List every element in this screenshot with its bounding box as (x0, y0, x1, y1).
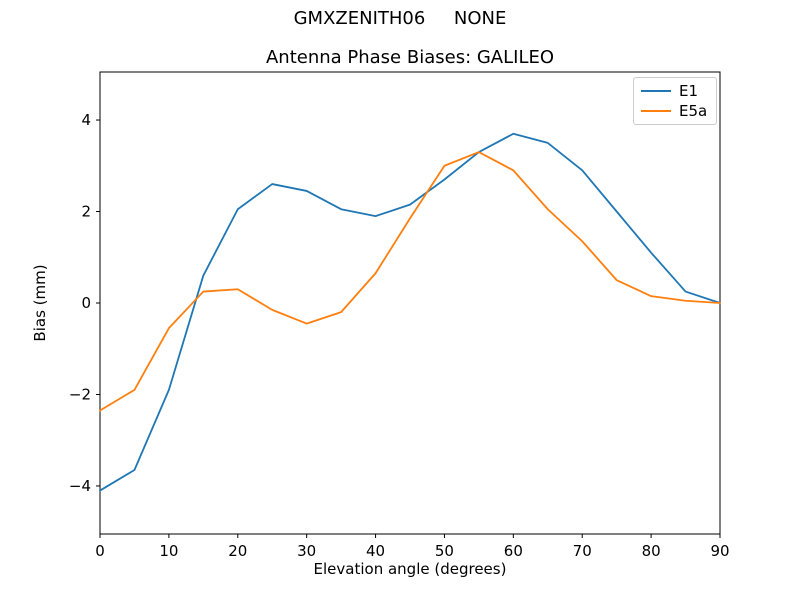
series-line-e1 (99, 132, 721, 492)
y-tick-label: −2 (69, 385, 91, 403)
y-tick-label: −4 (69, 477, 91, 495)
x-tick-label: 30 (297, 542, 316, 560)
x-tick-label: 90 (710, 542, 729, 560)
legend-item-e5a: E5a (641, 101, 707, 121)
x-tick-label: 80 (642, 542, 661, 560)
e1-line-swatch (641, 90, 671, 92)
x-tick-label: 70 (573, 542, 592, 560)
y-axis-label: Bias (mm) (31, 264, 49, 342)
x-tick-label: 60 (504, 542, 523, 560)
legend: E1 E5a (633, 77, 718, 125)
y-tick-label: 0 (81, 294, 91, 312)
legend-item-e1: E1 (641, 81, 707, 101)
y-tick-label: 2 (81, 203, 91, 221)
x-tick-label: 50 (435, 542, 454, 560)
chart-title: Antenna Phase Biases: GALILEO (265, 47, 555, 68)
y-tick-label: 4 (81, 111, 91, 129)
e5a-line-swatch (641, 110, 671, 112)
x-tick-label: 0 (95, 542, 105, 560)
x-tick-label: 40 (366, 542, 385, 560)
figure-suptitle: GMXZENITH06 NONE (293, 8, 507, 29)
x-axis-label: Elevation angle (degrees) (313, 560, 507, 578)
x-tick-label: 20 (228, 542, 247, 560)
x-tick-label: 10 (159, 542, 178, 560)
legend-label-e1: E1 (679, 82, 699, 100)
legend-label-e5a: E5a (679, 102, 708, 120)
series-line-e5a (99, 151, 721, 412)
